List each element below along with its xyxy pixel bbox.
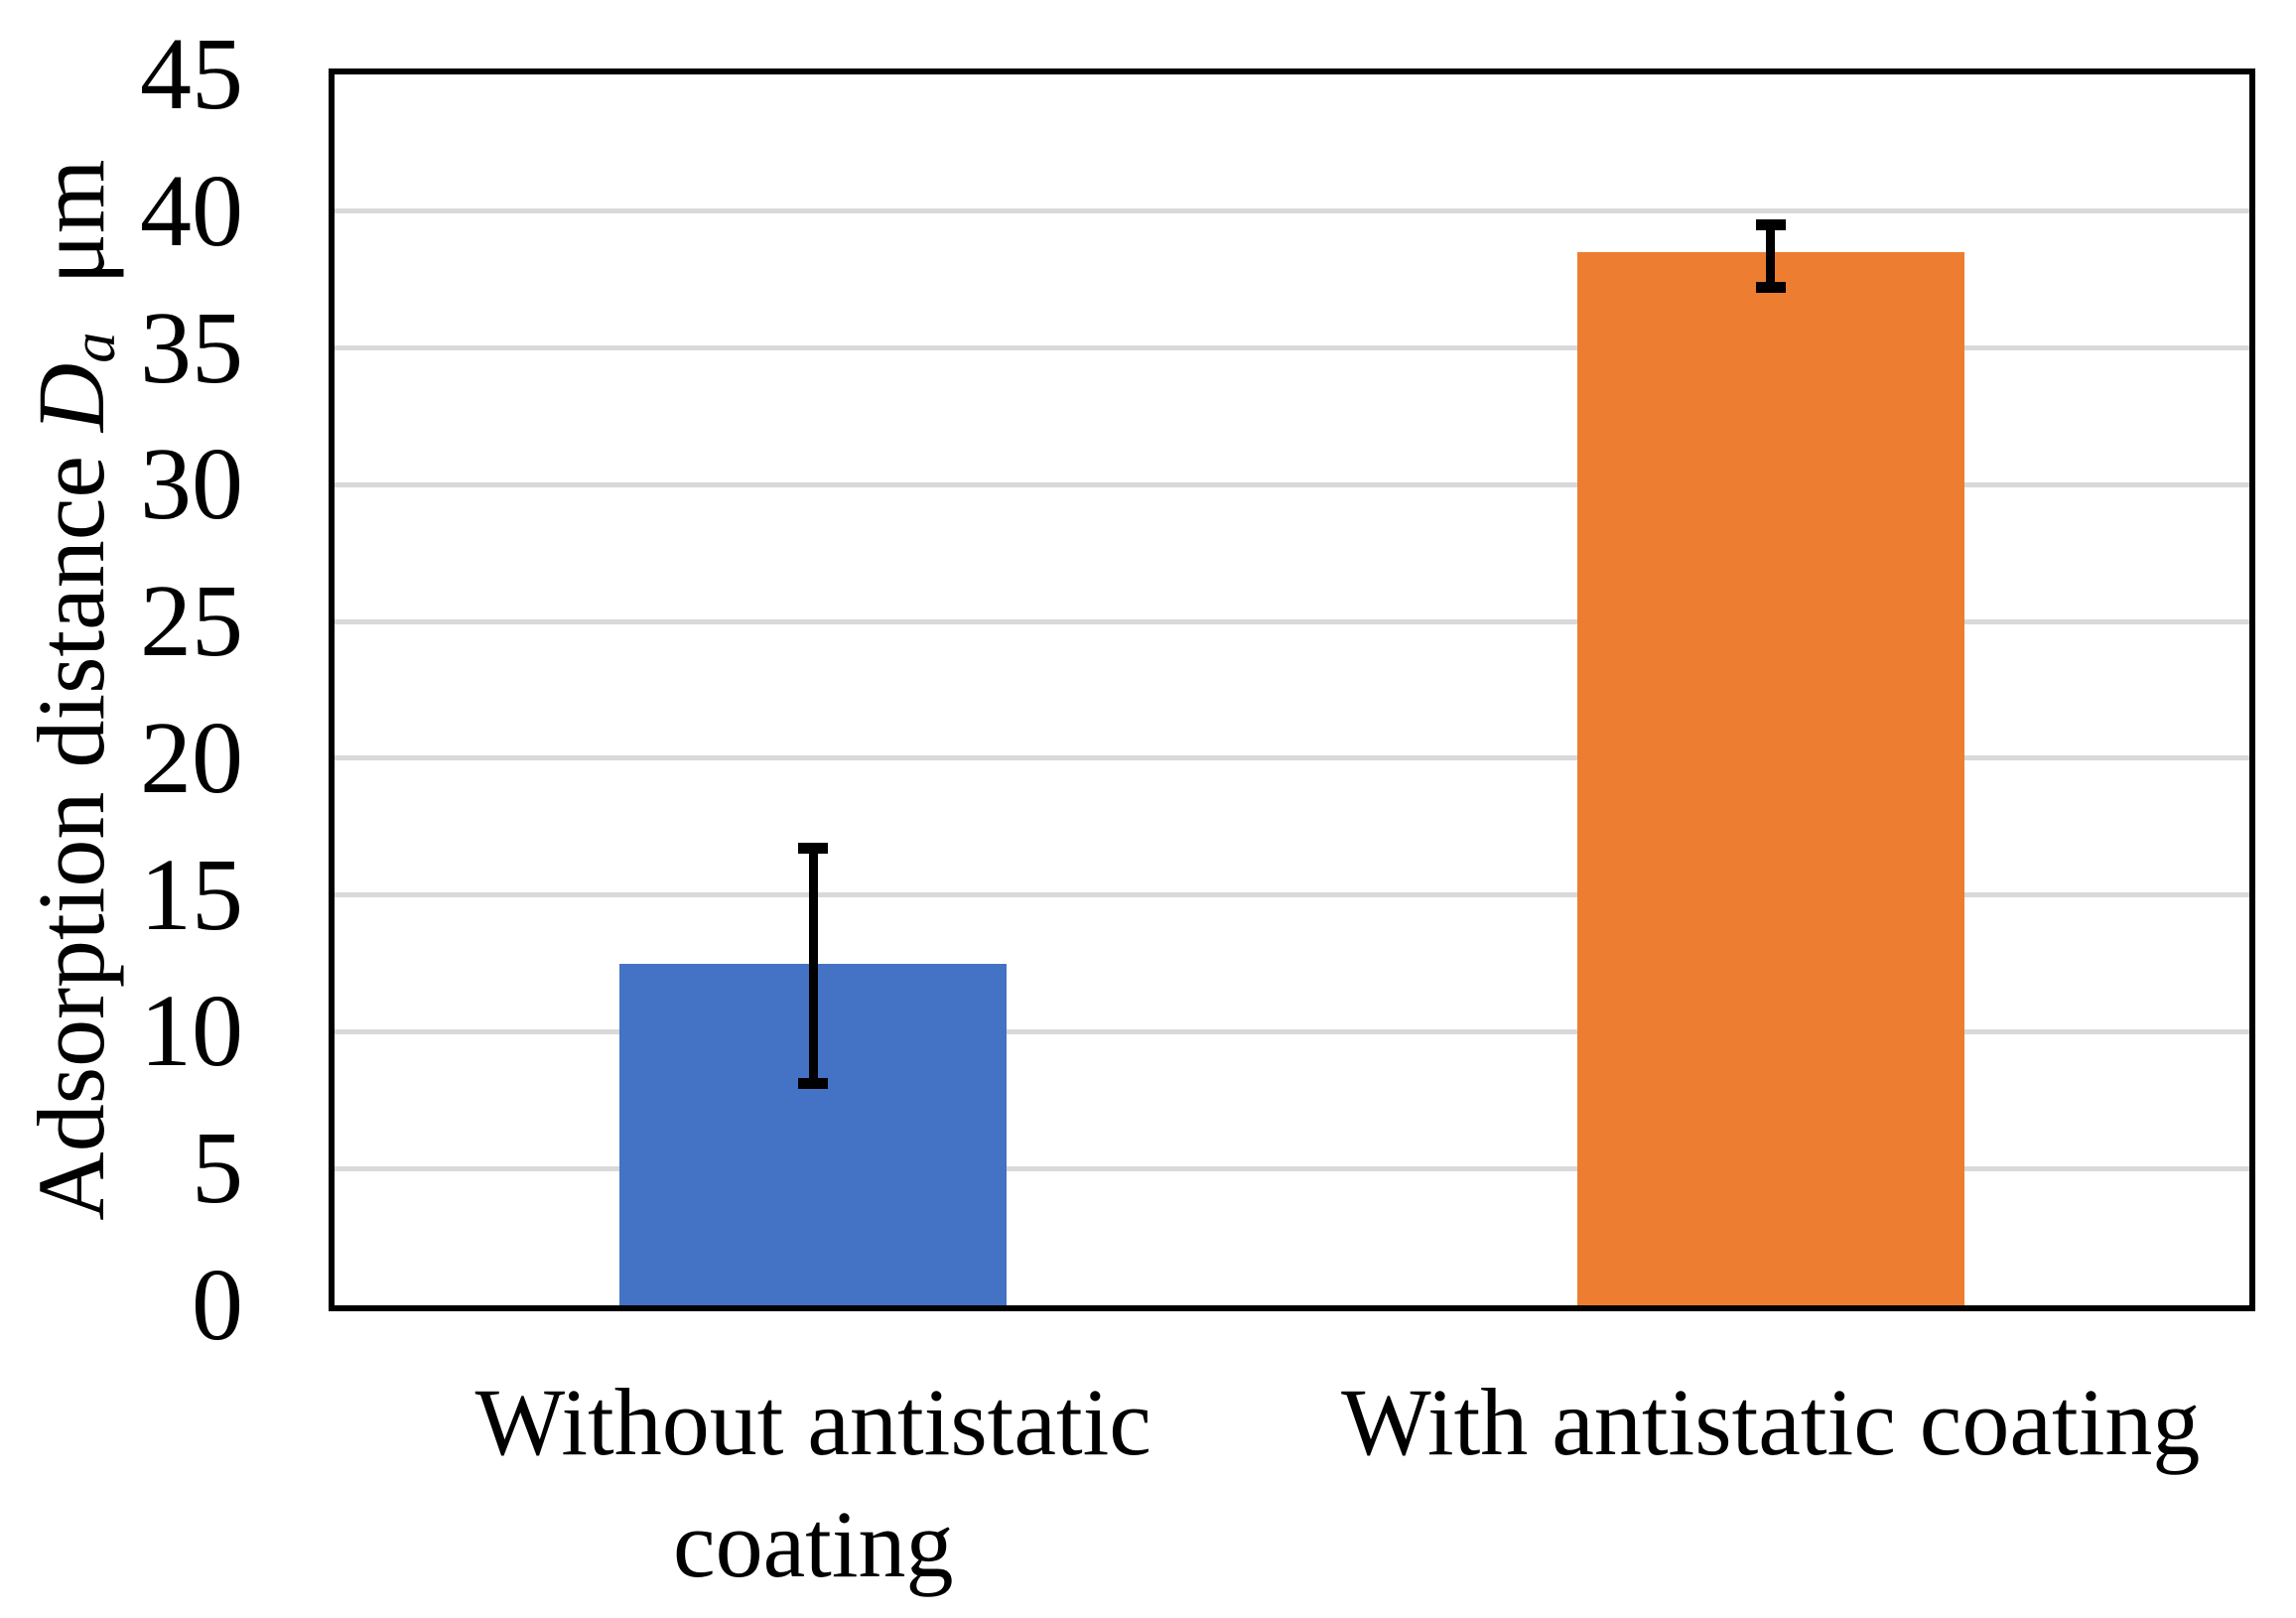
error-bar-line-with-antistatic-coating [1766,224,1776,288]
y-tick-label-35: 35 [140,290,243,405]
x-category-label-line: With antistatic coating [1341,1369,2201,1475]
error-bar-cap-bottom-with-antistatic-coating [1755,282,1786,294]
gridline-5 [335,1165,2249,1171]
gridline-10 [335,1028,2249,1034]
gridline-35 [335,345,2249,351]
gridline-40 [335,208,2249,214]
x-category-label-line: coating [672,1490,954,1597]
bar-with-antistatic-coating [1576,252,1964,1305]
y-tick-label-20: 20 [140,700,243,815]
y-tick-label-30: 30 [140,427,243,542]
error-bar-line-without-antistatic-coating [808,848,818,1084]
x-category-label-without-antistatic-coating: Without antistatic coating [475,1362,1151,1606]
error-bar-cap-top-without-antistatic-coating [798,843,829,855]
y-tick-label-5: 5 [192,1111,243,1226]
plot-area [329,68,2255,1311]
gridline-20 [335,755,2249,761]
x-category-label-with-antistatic-coating: With antistatic coating [1341,1362,2200,1484]
y-tick-label-25: 25 [140,564,243,679]
y-tick-label-0: 0 [192,1248,243,1362]
y-tick-label-40: 40 [140,153,243,268]
error-bar-cap-bottom-without-antistatic-coating [798,1078,829,1090]
gridline-30 [335,481,2249,487]
y-tick-label-10: 10 [140,974,243,1089]
x-category-label-line: Without antistatic [474,1369,1151,1475]
error-bar-cap-top-with-antistatic-coating [1755,219,1786,231]
gridline-15 [335,892,2249,898]
gridline-25 [335,618,2249,624]
y-tick-label-15: 15 [140,837,243,952]
y-tick-label-45: 45 [140,17,243,131]
